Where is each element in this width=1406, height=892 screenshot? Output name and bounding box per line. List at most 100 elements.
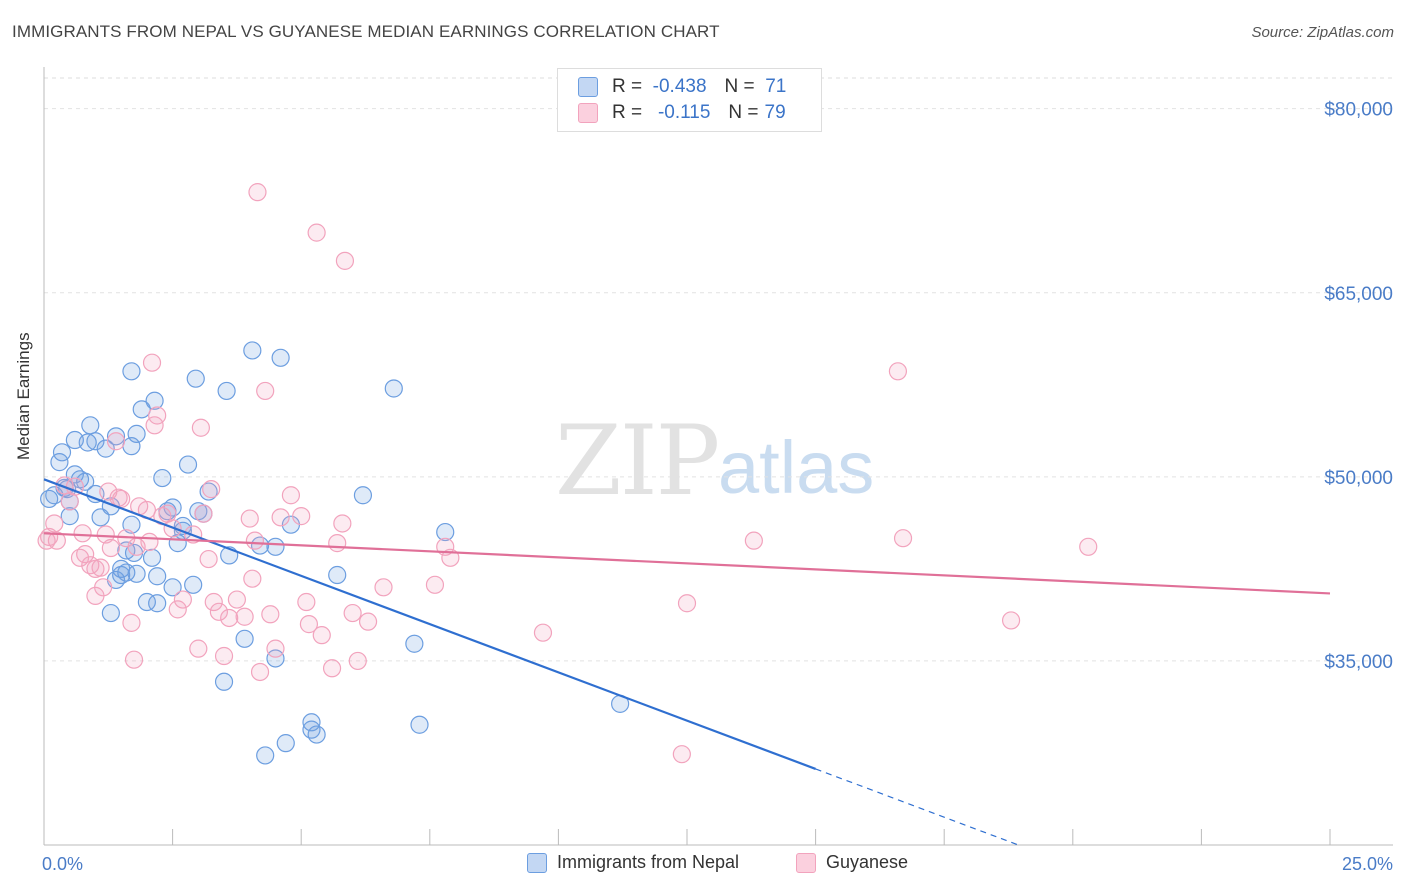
point-guyanese xyxy=(672,745,691,764)
point-guyanese xyxy=(235,607,254,626)
point-guyanese xyxy=(73,524,92,543)
stats-row-guyanese: R = -0.115 N = 79 xyxy=(578,100,786,126)
point-nepal xyxy=(250,536,270,555)
watermark-atlas: atlas xyxy=(718,426,875,509)
point-guyanese xyxy=(281,486,301,505)
point-nepal xyxy=(302,720,321,739)
point-nepal xyxy=(405,634,424,653)
point-guyanese xyxy=(96,525,115,544)
y-tick-label: $35,000 xyxy=(1324,652,1393,673)
x-tick-label-min: 0.0% xyxy=(42,854,83,874)
point-nepal xyxy=(214,672,234,691)
point-guyanese xyxy=(240,509,259,528)
point-nepal xyxy=(60,507,79,526)
point-nepal xyxy=(148,567,167,586)
legend-item-guyanese[interactable]: Guyanese xyxy=(796,852,908,873)
point-guyanese xyxy=(677,594,697,613)
bottom-legend: Immigrants from Nepal Guyanese xyxy=(0,852,1406,878)
point-nepal xyxy=(127,564,146,583)
point-nepal xyxy=(256,746,275,765)
point-nepal xyxy=(132,400,151,419)
point-nepal xyxy=(52,443,72,462)
point-nepal xyxy=(145,391,164,410)
source-label: Source: ZipAtlas.com xyxy=(1251,24,1394,41)
point-nepal xyxy=(163,578,182,597)
point-nepal xyxy=(127,424,146,443)
point-guyanese xyxy=(261,605,280,624)
point-nepal xyxy=(217,381,236,401)
point-guyanese xyxy=(888,362,908,381)
point-guyanese xyxy=(168,600,187,619)
point-guyanese xyxy=(142,353,162,372)
point-guyanese xyxy=(292,507,311,526)
point-guyanese xyxy=(1079,537,1098,556)
point-guyanese xyxy=(271,508,290,527)
legend-item-nepal[interactable]: Immigrants from Nepal xyxy=(527,852,739,873)
point-guyanese xyxy=(533,623,553,642)
x-tick-label-max: 25.0% xyxy=(1342,854,1393,874)
point-nepal xyxy=(243,341,262,360)
point-nepal xyxy=(101,603,120,623)
point-guyanese xyxy=(343,603,362,623)
point-guyanese xyxy=(191,418,210,437)
y-tick-label: $50,000 xyxy=(1324,468,1393,489)
legend-swatch-nepal xyxy=(527,852,547,873)
point-guyanese xyxy=(173,590,192,609)
point-guyanese xyxy=(199,549,218,569)
point-nepal xyxy=(153,468,172,488)
point-guyanese xyxy=(106,432,126,451)
point-guyanese xyxy=(250,662,270,682)
y-tick-label: $65,000 xyxy=(1324,284,1393,305)
stats-row-nepal: R = -0.438 N = 71 xyxy=(578,74,786,100)
point-guyanese xyxy=(312,626,331,645)
point-guyanese xyxy=(358,612,378,631)
stats-n-value-nepal: 71 xyxy=(765,76,787,97)
point-nepal xyxy=(184,575,203,594)
y-tick-label: $80,000 xyxy=(1324,100,1393,121)
point-nepal xyxy=(328,565,347,585)
point-guyanese xyxy=(744,531,763,550)
point-guyanese xyxy=(328,534,347,553)
point-nepal xyxy=(307,725,326,744)
point-nepal xyxy=(178,455,198,474)
point-guyanese xyxy=(194,504,213,523)
point-nepal xyxy=(199,482,218,501)
point-guyanese xyxy=(148,406,167,425)
point-guyanese xyxy=(335,251,355,270)
point-guyanese xyxy=(374,578,393,597)
point-guyanese xyxy=(307,223,326,242)
point-guyanese xyxy=(348,651,367,671)
legend-label-nepal: Immigrants from Nepal xyxy=(557,852,740,872)
point-guyanese xyxy=(45,514,64,533)
stats-r-label: R = xyxy=(612,102,658,123)
point-guyanese xyxy=(140,532,159,551)
trend-line-nepal-extension xyxy=(815,768,1022,847)
point-guyanese xyxy=(266,639,285,658)
point-nepal xyxy=(436,522,455,542)
point-guyanese xyxy=(299,615,319,634)
point-guyanese xyxy=(122,613,141,632)
point-guyanese xyxy=(297,592,316,612)
point-nepal xyxy=(266,649,285,668)
point-guyanese xyxy=(227,590,246,609)
point-nepal xyxy=(122,515,141,534)
point-nepal xyxy=(76,472,95,491)
point-guyanese xyxy=(91,558,110,577)
stats-n-label: N = xyxy=(728,102,759,123)
point-nepal xyxy=(142,548,162,567)
point-nepal xyxy=(148,594,167,613)
point-nepal xyxy=(96,439,115,458)
point-guyanese xyxy=(245,531,265,550)
point-nepal xyxy=(81,416,100,435)
point-guyanese xyxy=(204,592,223,612)
point-guyanese xyxy=(101,538,120,558)
stats-r-value-guyanese: -0.115 xyxy=(657,102,711,123)
trend-line-nepal xyxy=(43,478,816,770)
point-guyanese xyxy=(76,545,95,564)
stats-legend: R = -0.438 N = 71 R = -0.115 N = 79 xyxy=(557,68,822,132)
point-nepal xyxy=(235,629,254,648)
stats-n-value-guyanese: 79 xyxy=(764,102,786,123)
point-guyanese xyxy=(47,531,66,550)
point-nepal xyxy=(410,715,429,734)
